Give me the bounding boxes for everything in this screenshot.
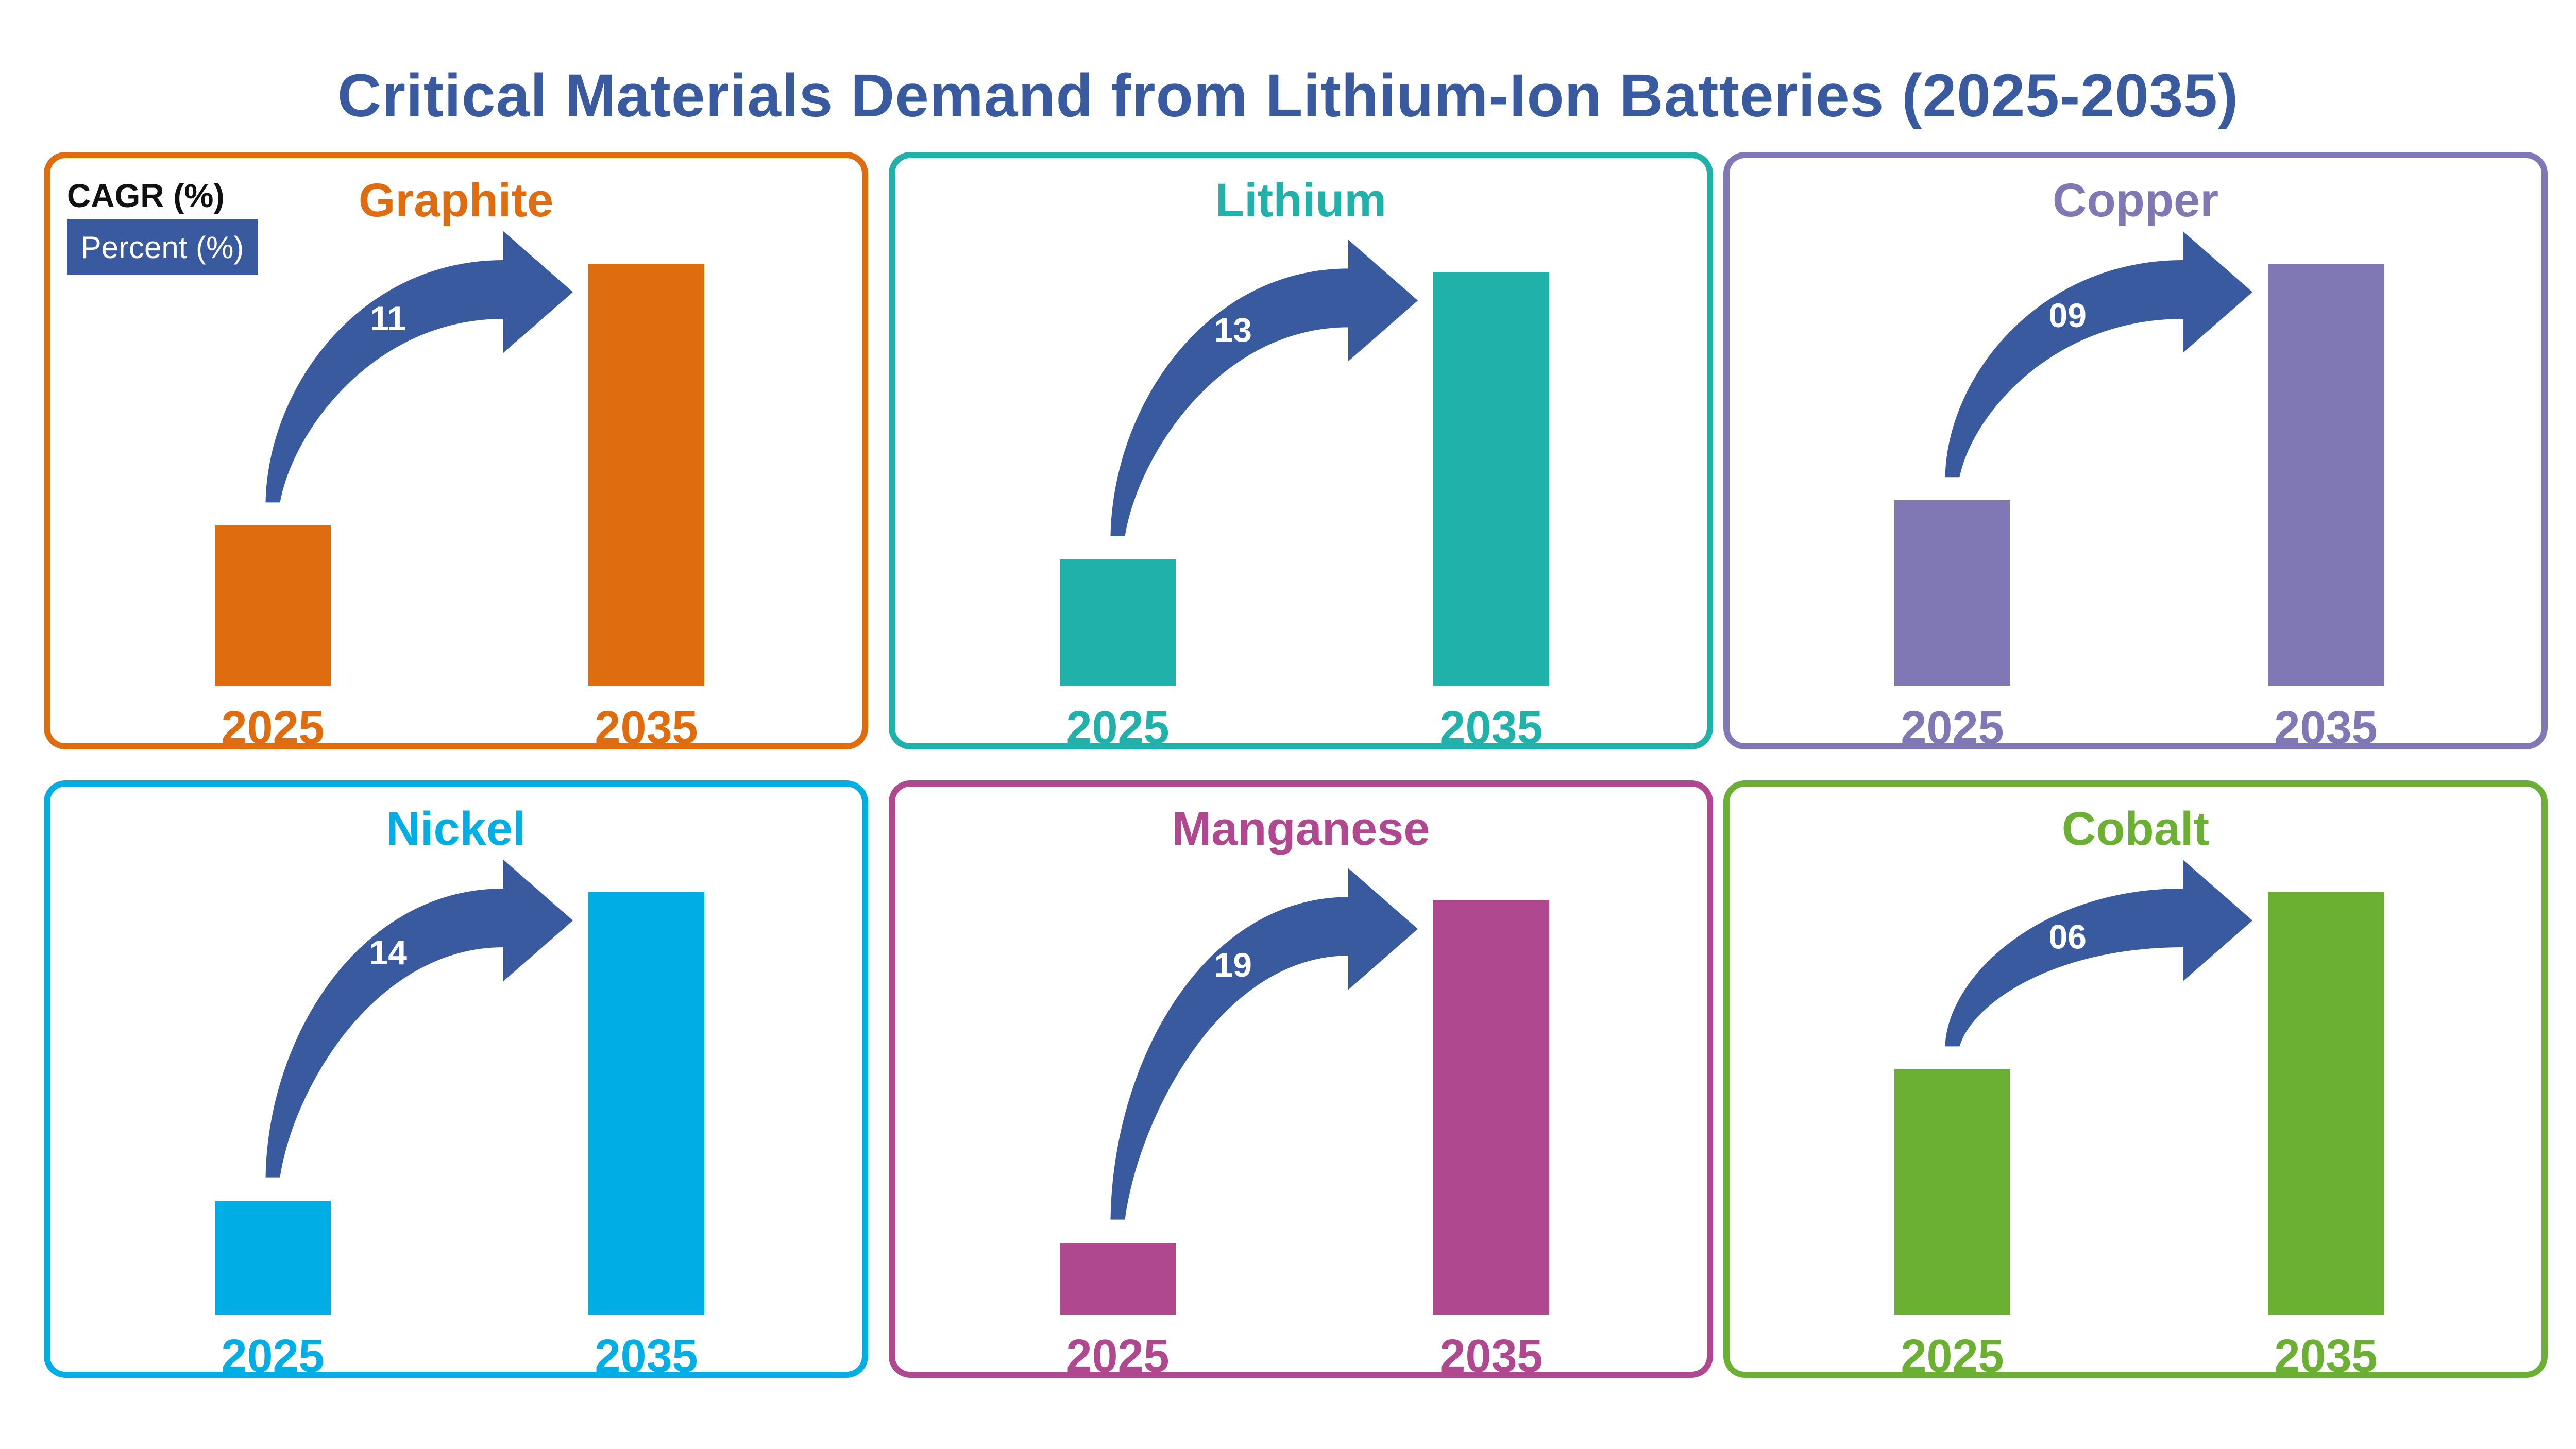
panel-cobalt: Cobalt 2025 2035 06 — [1723, 780, 2548, 1382]
panel-title-manganese: Manganese — [1172, 803, 1430, 855]
panel-title-copper: Copper — [2053, 174, 2218, 227]
x-tick-label: 2025 — [1901, 702, 2004, 754]
growth-label: 06 — [2049, 917, 2087, 956]
x-tick-label: 2025 — [1066, 702, 1170, 754]
panel-copper: Copper 2025 2035 09 — [1723, 152, 2548, 754]
panel-graphite: Graphite 2025 2035 11 — [44, 152, 868, 754]
arrow-shape — [1945, 231, 2252, 478]
growth-label: 19 — [1214, 946, 1252, 984]
x-tick-label: 2035 — [1439, 702, 1543, 754]
bar-copper-2025 — [1894, 500, 2010, 686]
x-tick-label: 2035 — [2274, 702, 2378, 754]
growth-arrow-icon: 14 — [265, 860, 573, 1178]
bar-nickel-2035 — [588, 892, 704, 1315]
arrow-shape — [265, 231, 573, 503]
panel-title-cobalt: Cobalt — [2061, 803, 2210, 855]
chart-title: Critical Materials Demand from Lithium-I… — [337, 62, 2239, 130]
growth-arrow-icon: 19 — [1110, 868, 1418, 1220]
bar-lithium-2025 — [1060, 559, 1176, 686]
x-tick-label: 2035 — [595, 1331, 698, 1382]
growth-label: 14 — [369, 933, 408, 971]
panel-title-nickel: Nickel — [386, 803, 526, 855]
x-tick-label: 2025 — [221, 1331, 325, 1382]
legend-title: CAGR (%) — [67, 177, 225, 214]
panel-manganese: Manganese 2025 2035 19 — [889, 780, 1713, 1382]
panel-lithium: Lithium 2025 2035 13 — [889, 152, 1713, 754]
growth-arrow-icon: 09 — [1945, 231, 2252, 478]
bar-copper-2035 — [2268, 264, 2384, 686]
x-tick-label: 2025 — [1066, 1331, 1170, 1382]
arrow-shape — [1945, 860, 2252, 1047]
growth-label: 13 — [1214, 311, 1252, 349]
x-tick-label: 2035 — [2274, 1331, 2378, 1382]
growth-arrow-icon: 11 — [265, 231, 573, 503]
x-tick-label: 2035 — [595, 702, 698, 754]
bar-cobalt-2035 — [2268, 892, 2384, 1315]
bar-lithium-2035 — [1433, 272, 1549, 686]
bar-nickel-2025 — [215, 1200, 331, 1315]
bar-cobalt-2025 — [1894, 1069, 2010, 1315]
growth-arrow-icon: 13 — [1110, 240, 1418, 536]
growth-label: 11 — [370, 299, 406, 337]
bar-manganese-2035 — [1433, 900, 1549, 1315]
x-tick-label: 2025 — [1901, 1331, 2004, 1382]
legend-item: Percent (%) — [67, 219, 258, 275]
growth-arrow-icon: 06 — [1945, 860, 2252, 1047]
arrow-shape — [1110, 868, 1418, 1220]
legend: CAGR (%) Percent (%) — [67, 175, 258, 275]
panel-nickel: Nickel 2025 2035 14 — [44, 780, 868, 1382]
panel-title-lithium: Lithium — [1215, 174, 1387, 227]
bar-manganese-2025 — [1060, 1242, 1176, 1315]
panel-title-graphite: Graphite — [358, 174, 554, 227]
bar-graphite-2035 — [588, 264, 704, 686]
arrow-shape — [265, 860, 573, 1178]
bar-graphite-2025 — [215, 525, 331, 686]
x-tick-label: 2035 — [1439, 1331, 1543, 1382]
arrow-shape — [1110, 240, 1418, 536]
x-tick-label: 2025 — [221, 702, 325, 754]
growth-label: 09 — [2049, 296, 2087, 334]
